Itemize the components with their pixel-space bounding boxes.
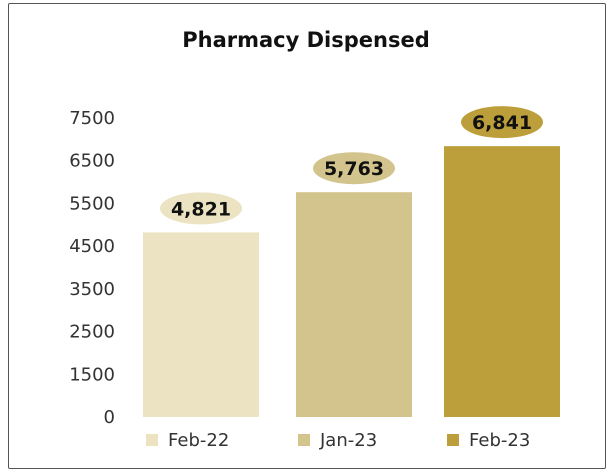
legend-label: Jan-23 xyxy=(319,430,377,451)
legend-label: Feb-23 xyxy=(469,430,530,451)
bar-feb-23 xyxy=(444,146,560,417)
legend-swatch xyxy=(298,434,310,446)
chart-title: Pharmacy Dispensed xyxy=(182,28,430,52)
data-label: 4,821 xyxy=(171,198,231,220)
legend-swatch xyxy=(146,434,158,446)
y-tick-label: 5500 xyxy=(69,193,115,214)
bars xyxy=(143,146,560,417)
y-tick-label: 2500 xyxy=(69,322,115,343)
data-label-bubble xyxy=(313,152,395,185)
y-tick-label: 3500 xyxy=(69,279,115,300)
y-tick-label: 6500 xyxy=(69,151,115,172)
data-label-bubble xyxy=(461,106,543,139)
bar-jan-23 xyxy=(296,192,412,417)
legend-swatch xyxy=(447,434,459,446)
y-tick-label: 0 xyxy=(104,407,115,428)
data-labels: 4,821 5,763 6,841 xyxy=(160,106,543,225)
data-label: 5,763 xyxy=(324,158,384,180)
legend: Feb-22 Jan-23 Feb-23 xyxy=(146,430,530,451)
y-tick-label: 4500 xyxy=(69,236,115,257)
y-axis: 0 1500 2500 3500 4500 5500 6500 7500 xyxy=(69,108,115,428)
legend-label: Feb-22 xyxy=(168,430,229,451)
data-label: 6,841 xyxy=(472,112,532,134)
y-tick-label: 1500 xyxy=(69,364,115,385)
y-tick-label: 7500 xyxy=(69,108,115,129)
data-label-bubble xyxy=(160,192,242,225)
bar-feb-22 xyxy=(143,232,259,417)
